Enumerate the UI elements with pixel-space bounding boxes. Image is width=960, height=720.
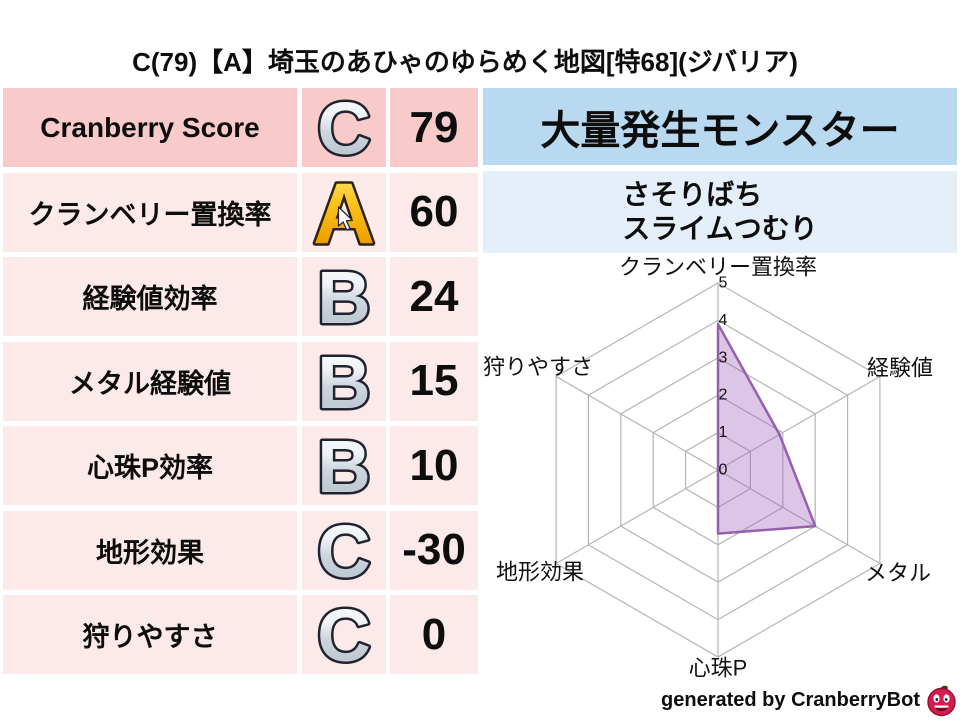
stat-value: 10 <box>390 426 478 505</box>
radar-tick-label: 4 <box>719 312 728 329</box>
stat-label: Cranberry Score <box>3 88 297 167</box>
monster-name: スライムつむり <box>622 213 818 244</box>
grade-letter: C <box>317 87 370 170</box>
stat-value: -30 <box>390 510 478 590</box>
radar-data-polygon <box>716 322 817 535</box>
monster-list: さそりばち スライムつむり <box>483 171 957 253</box>
grade-letter: B <box>317 425 370 508</box>
grade-cell: B <box>301 423 386 511</box>
radar-category-label: 経験値 <box>867 356 933 381</box>
table-row: 経験値効率 B 24 <box>3 254 478 342</box>
grade-icon: C <box>314 85 372 173</box>
grade-cell: C <box>301 592 386 680</box>
grade-cell: C <box>301 85 386 173</box>
radar-tick-label: 0 <box>719 462 728 479</box>
table-row: 狩りやすさ C 0 <box>3 592 478 680</box>
stat-label: メタル経験値 <box>3 341 297 421</box>
stat-label: 地形効果 <box>3 510 297 590</box>
monster-name: さそりばち <box>622 179 763 210</box>
stat-value: 15 <box>390 341 478 421</box>
grade-icon: B <box>314 423 372 511</box>
stats-table: Cranberry Score C 79 クランベリー置換率 A 60 経験値効… <box>3 85 478 680</box>
radar-category-label: 狩りやすさ <box>483 355 593 380</box>
grade-cell: C <box>301 507 386 595</box>
stat-value: 0 <box>390 595 478 674</box>
grade-cell: B <box>301 254 386 342</box>
stat-value: 24 <box>390 257 478 336</box>
radar-category-label: 心珠P <box>689 656 748 681</box>
credit-line: generated by CranberryBot <box>661 684 958 717</box>
radar-category-label: クランベリー置換率 <box>619 255 817 280</box>
table-row: メタル経験値 B 15 <box>3 338 478 426</box>
credit-text: generated by CranberryBot <box>661 689 920 711</box>
radar-tick-label: 2 <box>719 387 728 404</box>
table-row: 地形効果 C -30 <box>3 507 478 595</box>
table-row: Cranberry Score C 79 <box>3 85 478 173</box>
stat-label: 心珠P効率 <box>3 426 297 505</box>
radar-axis-spoke <box>555 469 719 565</box>
table-row: 心珠P効率 B 10 <box>3 423 478 511</box>
radar-tick-label: 3 <box>719 349 728 366</box>
mouse-cursor-icon <box>337 206 354 231</box>
grade-letter: B <box>317 256 370 339</box>
stat-label: クランベリー置換率 <box>3 172 297 252</box>
radar-axis-spoke <box>717 375 881 471</box>
grade-icon: B <box>314 254 372 342</box>
grade-icon: C <box>314 592 372 680</box>
radar-tick-label: 1 <box>719 424 728 441</box>
grade-letter: C <box>317 510 370 593</box>
grade-icon: B <box>314 338 372 426</box>
radar-axis-spoke <box>717 469 881 565</box>
radar-axis-spoke <box>555 375 719 471</box>
stat-value: 79 <box>390 88 478 167</box>
grade-icon: C <box>314 507 372 595</box>
stat-label: 狩りやすさ <box>3 595 297 674</box>
stat-value: 60 <box>390 172 478 252</box>
stat-label: 経験値効率 <box>3 257 297 336</box>
radar-category-label: 地形効果 <box>496 560 584 585</box>
cranberry-mascot-icon <box>927 685 956 717</box>
grade-letter: B <box>317 341 370 424</box>
grade-letter: C <box>317 594 370 677</box>
table-row: クランベリー置換率 A 60 <box>3 163 478 264</box>
monster-panel-header: 大量発生モンスター <box>483 88 957 165</box>
radar-category-label: メタル <box>865 561 931 586</box>
page-title: C(79)【A】埼玉のあひゃのゆらめく地図[特68](ジバリア) <box>132 47 798 77</box>
radar-tick-label: 5 <box>719 275 728 292</box>
grade-cell: B <box>301 338 386 426</box>
